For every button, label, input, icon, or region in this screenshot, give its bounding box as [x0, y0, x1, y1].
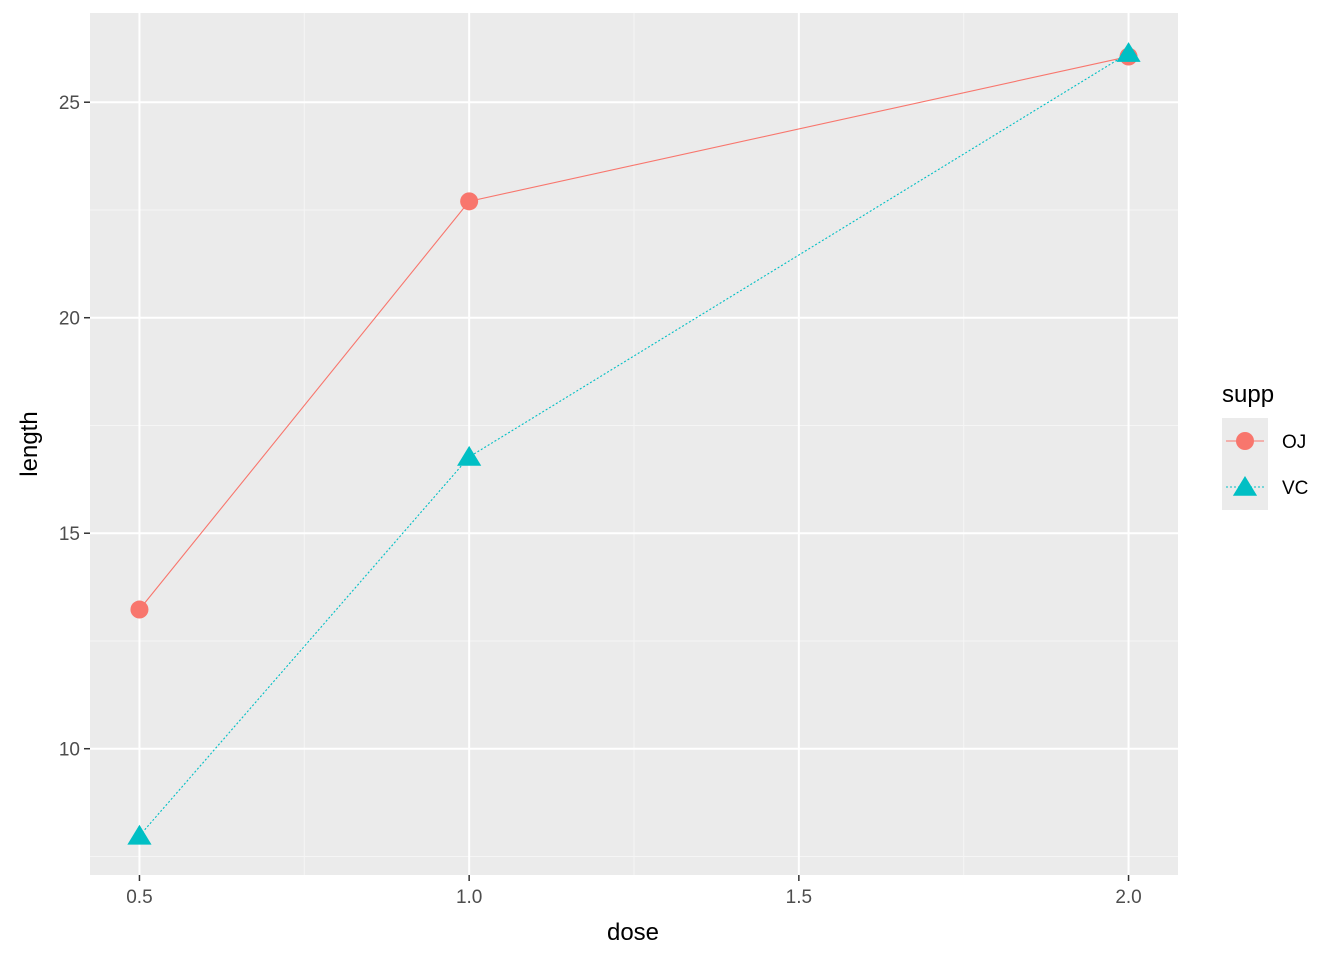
x-axis-title: dose: [607, 919, 659, 946]
y-tick-label: 10: [59, 740, 80, 761]
grid-minor: [90, 13, 1178, 875]
data-point-vc: [127, 824, 152, 845]
legend-label-oj: OJ: [1282, 432, 1306, 453]
data-point-vc: [1116, 42, 1141, 62]
legend-keys: OJ VC: [1222, 418, 1308, 510]
x-tick-label: 1.5: [786, 887, 812, 908]
data-point-oj: [460, 192, 479, 211]
legend-key-vc: VC: [1222, 464, 1308, 510]
x-axis: 0.5 1.0 1.5 2.0: [126, 875, 1142, 908]
y-axis: 10 15 20 25: [59, 93, 90, 761]
legend-key-marker: [1232, 476, 1258, 496]
legend: supp OJ VC: [1222, 381, 1308, 510]
y-tick-label: 20: [59, 309, 80, 330]
x-tick-label: 2.0: [1115, 887, 1141, 908]
y-tick-label: 15: [59, 524, 80, 545]
data-point-vc: [457, 445, 482, 466]
data-point-oj: [130, 600, 149, 619]
series-line-vc: [139, 52, 1129, 837]
x-tick-label: 0.5: [126, 887, 152, 908]
legend-label-vc: VC: [1282, 478, 1308, 499]
series-markers: [127, 42, 1141, 845]
x-tick-label: 1.0: [456, 887, 482, 908]
legend-title: supp: [1222, 381, 1274, 408]
legend-key-oj: OJ: [1222, 418, 1306, 464]
y-axis-title: length: [16, 411, 43, 476]
y-tick-label: 25: [59, 93, 80, 114]
grid-major: [90, 13, 1178, 875]
legend-key-marker: [1236, 432, 1254, 450]
